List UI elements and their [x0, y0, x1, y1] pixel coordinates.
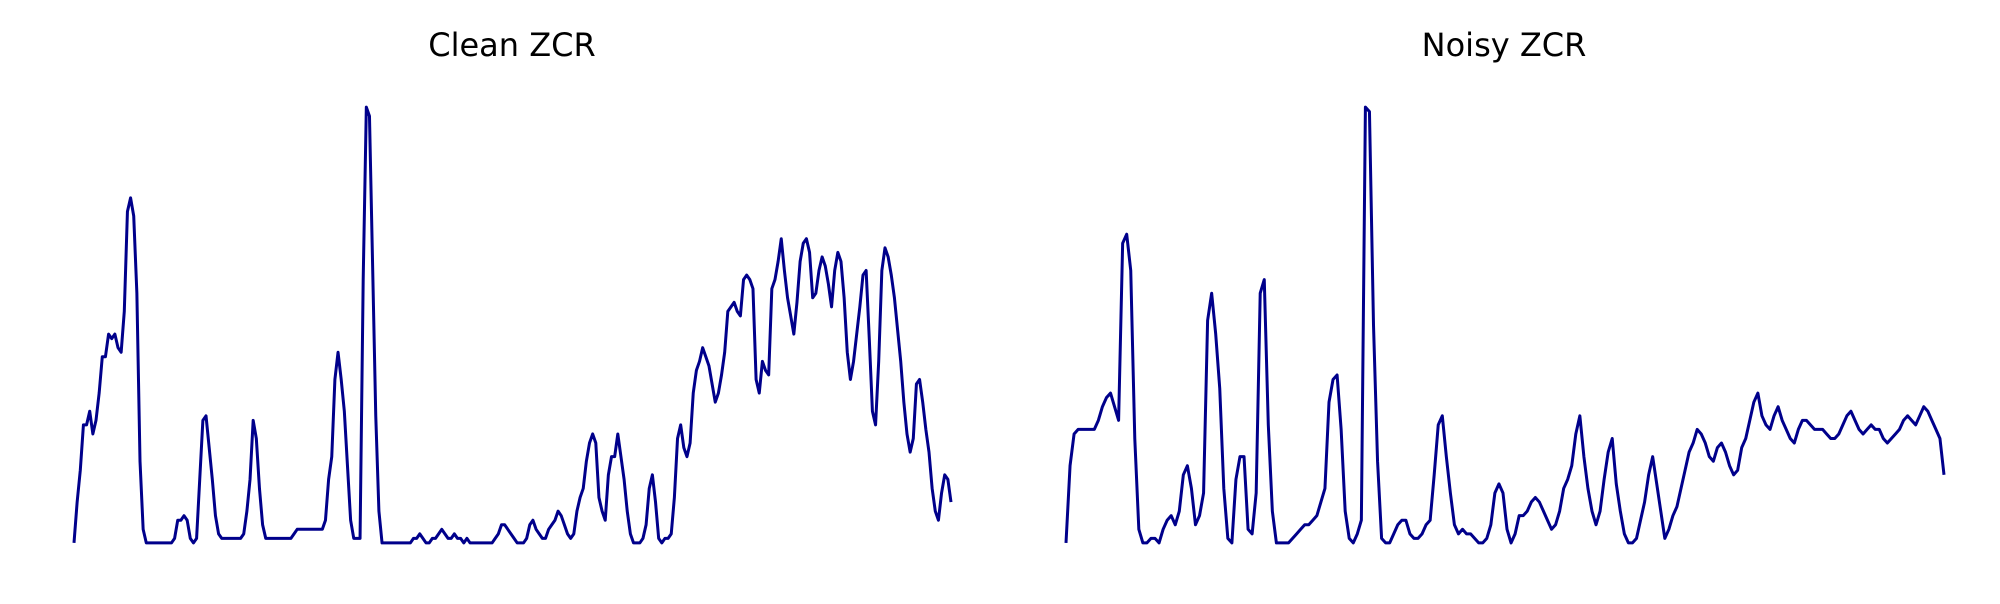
clean-zcr-line [72, 105, 953, 545]
noisy-zcr-title: Noisy ZCR [1422, 26, 1587, 64]
noisy-zcr-line [1064, 105, 1946, 545]
clean-zcr-panel: Clean ZCR [72, 26, 953, 545]
noisy-zcr-panel: Noisy ZCR [1064, 26, 1946, 545]
clean-zcr-title: Clean ZCR [428, 26, 595, 64]
